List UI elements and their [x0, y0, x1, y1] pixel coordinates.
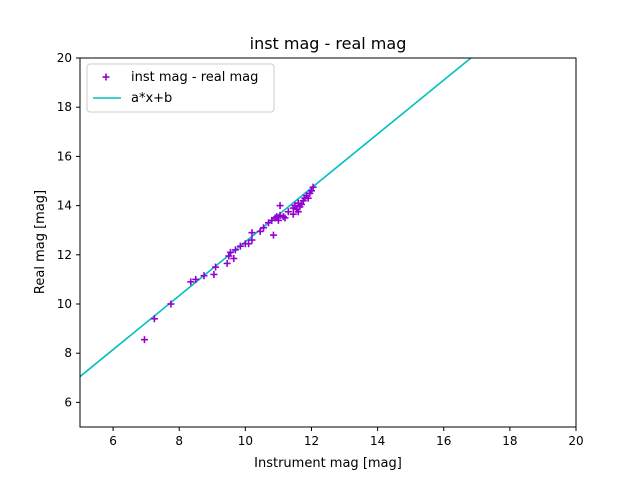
legend-label: inst mag - real mag	[131, 70, 258, 85]
data-point	[140, 336, 148, 344]
data-point	[294, 199, 302, 207]
y-tick-label: 8	[64, 346, 72, 360]
y-tick-label: 16	[57, 149, 72, 163]
x-tick-label: 14	[370, 434, 385, 448]
data-point	[281, 214, 289, 222]
data-point	[269, 231, 277, 239]
legend: inst mag - real mag a*x+b	[86, 63, 275, 113]
y-tick-label: 20	[57, 51, 72, 65]
x-tick-label: 10	[238, 434, 253, 448]
data-point	[248, 229, 256, 237]
data-point	[276, 202, 284, 210]
x-tick-label: 12	[304, 434, 319, 448]
data-point	[289, 210, 297, 218]
chart-title: inst mag - real mag	[250, 34, 407, 53]
y-tick-label: 10	[57, 297, 72, 311]
x-tick-label: 18	[502, 434, 517, 448]
data-point	[294, 208, 302, 216]
legend-marker-scatter	[102, 73, 110, 81]
data-point	[276, 211, 284, 219]
data-point	[236, 242, 244, 250]
data-point	[304, 194, 312, 202]
x-axis-label: Instrument mag [mag]	[254, 456, 402, 471]
plot-inner	[80, 58, 472, 378]
data-point	[223, 259, 231, 267]
data-point	[309, 183, 317, 191]
data-point	[192, 275, 200, 283]
y-tick-label: 14	[57, 199, 72, 213]
data-point	[284, 208, 292, 216]
data-point	[225, 252, 233, 260]
data-point	[187, 278, 195, 286]
y-tick-label: 6	[64, 395, 72, 409]
data-point	[200, 272, 208, 280]
data-point	[212, 263, 220, 271]
y-tick-label: 18	[57, 100, 72, 114]
data-point	[273, 213, 281, 221]
data-point	[274, 216, 282, 224]
data-point	[226, 248, 234, 256]
data-point	[150, 315, 158, 323]
data-point	[307, 187, 315, 195]
x-tick-label: 16	[436, 434, 451, 448]
x-tick-label: 6	[109, 434, 117, 448]
x-tick-label: 8	[175, 434, 183, 448]
x-tick-label: 20	[568, 434, 583, 448]
data-point	[248, 236, 256, 244]
data-point	[210, 270, 218, 278]
y-tick-label: 12	[57, 248, 72, 262]
data-point	[256, 227, 264, 235]
axes: 6 8 10 12 14 16 18 20 6 8 10 12 14 16 18 20	[57, 51, 584, 448]
y-axis-label: Real mag [mag]	[33, 190, 48, 294]
data-point	[230, 254, 238, 262]
plot-area	[80, 58, 472, 378]
data-point	[245, 240, 253, 248]
plot-frame	[79, 57, 577, 428]
data-point	[298, 200, 306, 208]
legend-label: a*x+b	[131, 91, 172, 106]
legend-box	[86, 63, 275, 113]
data-point	[167, 300, 175, 308]
data-point	[260, 224, 268, 232]
data-point	[231, 246, 239, 254]
